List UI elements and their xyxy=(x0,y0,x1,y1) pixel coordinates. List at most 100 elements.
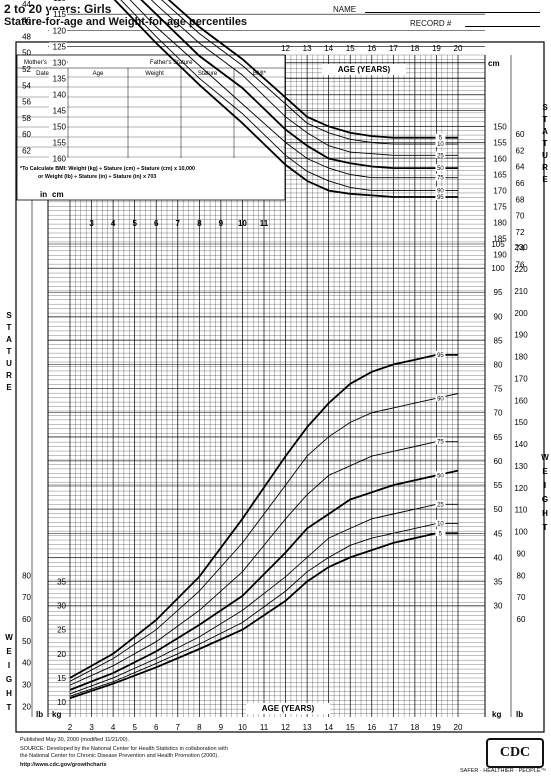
weight-label-left-letter: I xyxy=(8,661,10,670)
weight-curve-label-bg xyxy=(435,394,446,402)
chart-subtitle: Stature-for-age and Weight-for-age perce… xyxy=(4,16,248,28)
age-years-label-bottom: AGE (YEARS) xyxy=(262,704,315,713)
age-years-label-top-bg xyxy=(322,64,406,75)
weight-label-left-letter: W xyxy=(5,633,13,642)
weight-lb-tick-right: 60 xyxy=(517,615,526,624)
weight-kg-tick-right: 75 xyxy=(494,385,503,394)
weight-curve-label-bg xyxy=(435,529,446,537)
x-tick-bottom: 19 xyxy=(432,723,441,732)
stature-cm-tick-right: 155 xyxy=(493,138,507,147)
x-tick-bottom: 6 xyxy=(154,723,159,732)
unit-kg-right: kg xyxy=(492,710,501,719)
x-tick-bottom: 12 xyxy=(281,723,290,732)
stature-in-tick-right: 60 xyxy=(516,130,525,139)
source-line-1: SOURCE: Developed by the National Center… xyxy=(20,746,228,752)
bmi-note-1: *To Calculate BMI: Weight (kg) ÷ Stature… xyxy=(20,166,195,172)
weight-kg-tick-right: 30 xyxy=(494,602,503,611)
weight-label-right-letter: W xyxy=(541,453,549,462)
weight-lb-tick-right: 120 xyxy=(514,484,528,493)
stature-curve-label-bg xyxy=(435,140,446,148)
x-tick-bottom: 15 xyxy=(346,723,355,732)
weight-curve-label-p50: 50 xyxy=(437,473,444,479)
stature-cm-tick: 140 xyxy=(53,90,67,99)
record-field[interactable] xyxy=(465,26,540,27)
weight-curve-p50 xyxy=(69,469,459,691)
stature-cm-tick: 120 xyxy=(53,26,67,35)
cm-tick-bg xyxy=(49,106,67,115)
stature-in-tick-right: 76 xyxy=(516,260,525,269)
weight-lb-tick-left: 20 xyxy=(22,702,31,711)
x-tick-top: 20 xyxy=(454,44,463,53)
cm-tick-bg xyxy=(49,26,67,35)
x-tick-mid: 5 xyxy=(132,219,137,228)
stature-cm-tick-right: 185 xyxy=(493,235,507,244)
weight-kg-tick-left: 10 xyxy=(57,698,66,707)
weight-curve-label-p95: 95 xyxy=(437,353,444,359)
weight-kg-tick-right: 55 xyxy=(494,481,503,490)
age-years-label-top: AGE (YEARS) xyxy=(338,65,391,74)
stature-curve-label-p50: 50 xyxy=(437,166,444,172)
chart-grid xyxy=(15,13,545,733)
table-header-age: Age xyxy=(93,71,104,77)
x-tick-bottom: 5 xyxy=(132,723,137,732)
x-tick-bottom: 10 xyxy=(238,723,247,732)
x-tick-mid: 7 xyxy=(176,219,181,228)
stature-label-right-letter: E xyxy=(542,175,548,184)
weight-kg-tick-right: 95 xyxy=(494,288,503,297)
stature-in-tick-right: 72 xyxy=(516,228,525,237)
x-tick-bottom: 8 xyxy=(197,723,202,732)
weight-label-right-letter: T xyxy=(543,523,548,532)
x-tick-top: 12 xyxy=(281,44,290,53)
weight-lb-tick-right: 170 xyxy=(514,374,528,383)
stature-label-right-letter: T xyxy=(543,115,548,124)
cm-tick-bg xyxy=(49,122,67,131)
stature-curve-label-bg xyxy=(435,186,446,194)
weight-curve-label-p90: 90 xyxy=(437,396,444,402)
x-tick-bottom: 18 xyxy=(410,723,419,732)
weight-label-right-letter: G xyxy=(542,495,548,504)
stature-label-right-letter: T xyxy=(543,139,548,148)
chart-border xyxy=(15,41,545,733)
age-years-label-bottom-bg xyxy=(246,703,330,714)
stature-curve-p75 xyxy=(129,0,458,179)
stature-cm-tick-right: 150 xyxy=(493,122,507,131)
cdc-tagline: SAFER · HEALTHIER · PEOPLE™ xyxy=(460,768,547,774)
weight-label-left-letter: H xyxy=(6,689,12,698)
table-header-date: Date xyxy=(36,71,49,77)
x-tick-bottom: 4 xyxy=(111,723,116,732)
source-url[interactable]: http://www.cdc.gov/growthcharts xyxy=(20,762,107,768)
stature-in-tick-right: 62 xyxy=(516,146,525,155)
name-field[interactable] xyxy=(365,12,540,13)
weight-label-left-letter: E xyxy=(6,647,12,656)
weight-kg-tick-right: 65 xyxy=(494,433,503,442)
x-tick-top: 19 xyxy=(432,44,441,53)
stature-curve-p10 xyxy=(161,0,458,145)
cm-tick-bg xyxy=(49,74,67,83)
x-tick-bottom: 2 xyxy=(68,723,73,732)
x-tick-bottom: 17 xyxy=(389,723,398,732)
weight-kg-tick-right: 35 xyxy=(494,577,503,586)
weight-lb-tick-right: 70 xyxy=(517,593,526,602)
weight-curve-p10 xyxy=(69,523,458,697)
weight-lb-tick-left: 30 xyxy=(22,681,31,690)
stature-in-tick: 54 xyxy=(22,81,31,90)
stature-label-left-letter: T xyxy=(7,323,12,332)
weight-label-left-letter: T xyxy=(7,703,12,712)
cm-tick-bg xyxy=(49,10,67,19)
stature-in-tick-right: 74 xyxy=(516,244,525,253)
weight-kg-tick-right: 40 xyxy=(494,553,503,562)
stature-in-tick-right: 64 xyxy=(516,163,525,172)
stature-curve-label-p25: 25 xyxy=(437,153,444,159)
weight-lb-tick-right: 100 xyxy=(514,528,528,537)
weight-curve-p90 xyxy=(69,393,459,682)
stature-in-tick: 50 xyxy=(22,49,31,58)
x-tick-top: 13 xyxy=(303,44,312,53)
stature-curve-p90 xyxy=(120,0,458,192)
weight-lb-tick-right: 160 xyxy=(514,396,528,405)
x-tick-bottom: 11 xyxy=(260,723,269,732)
stature-cm-tick-right: 170 xyxy=(493,187,507,196)
weight-kg-tick-right: 70 xyxy=(494,409,503,418)
axis-labels: 2 334455667788991010111112121313141415151… xyxy=(5,0,549,732)
weight-lb-tick-right: 80 xyxy=(517,571,526,580)
